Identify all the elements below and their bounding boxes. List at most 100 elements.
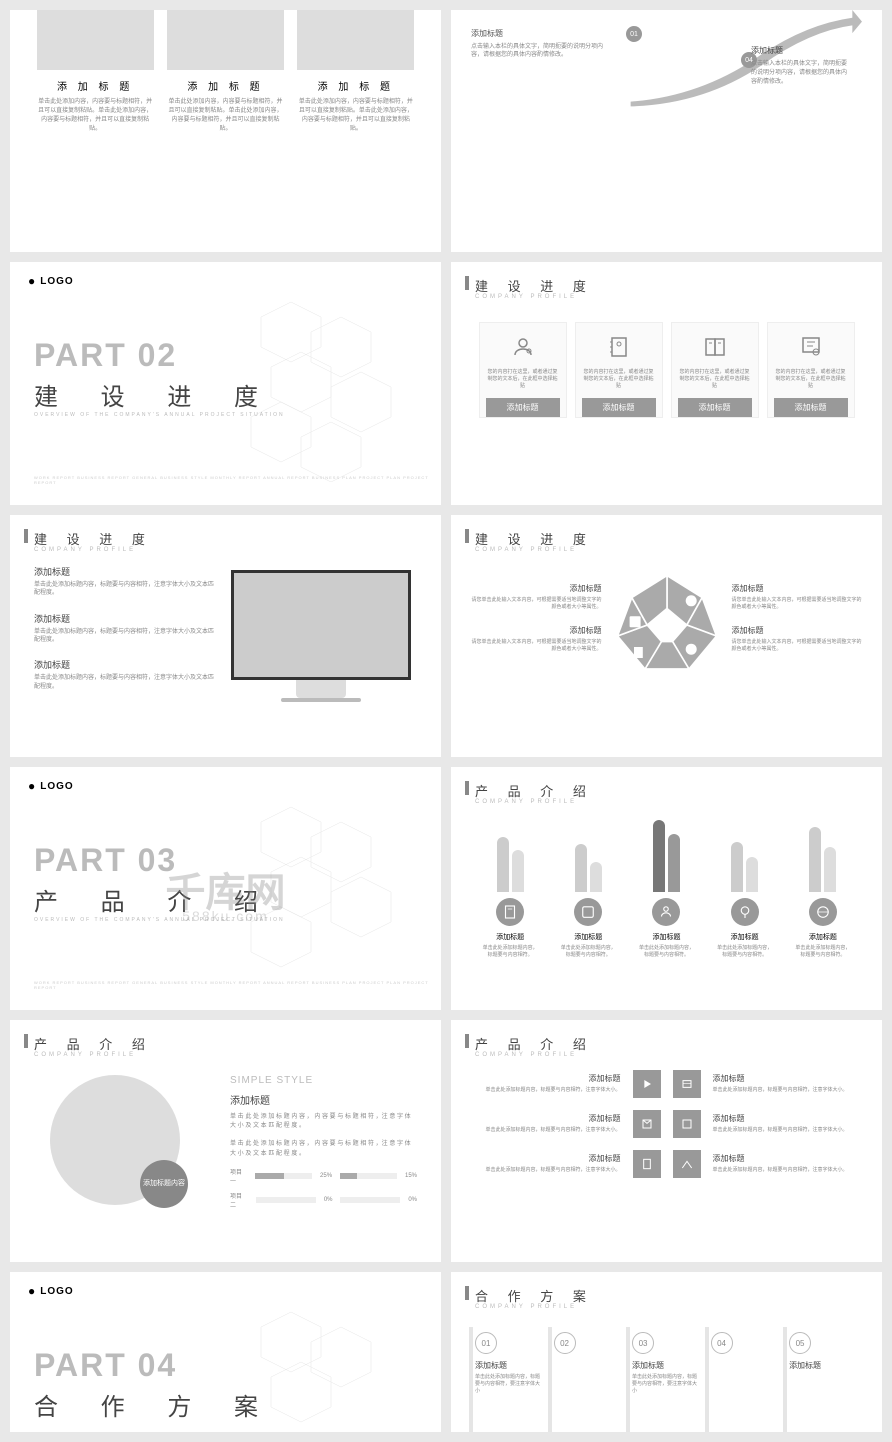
step-4: 05添加标题 [789, 1332, 858, 1395]
img-placeholder [167, 10, 284, 70]
section-title: 产 品 介 绍 [475, 781, 594, 800]
num: 03 [632, 1332, 654, 1354]
col-1: 添 加 标 题单击此处添加内容，内容要与标题相符，并且可以直接复制粘贴。单击此处… [37, 10, 154, 134]
item-3: 添加标题单击此处添加标题内容，标题要与内容相符，注意字体大小及文本匹配程度。 [34, 658, 214, 691]
progress-1: 项目一 25% 15% [230, 1167, 417, 1185]
title: 添加标题 [496, 932, 524, 942]
slide-timeline: 合 作 方 案 COMPANY PROFILE 01添加标题单击此处添加标题内容… [451, 1272, 882, 1432]
desc: 您的内容打在这里，或者通过复制您的文本后，在此框中选择粘贴 [774, 369, 848, 390]
num: 02 [554, 1332, 576, 1354]
title: 添加标题 [751, 45, 851, 56]
text-list: 添加标题单击此处添加标题内容，标题要与内容相符，注意字体大小及文本匹配程度。 添… [34, 565, 214, 705]
section-sub: COMPANY PROFILE [475, 1304, 577, 1310]
slide-three-images: 添 加 标 题单击此处添加内容，内容要与标题相符，并且可以直接复制粘贴。单击此处… [10, 10, 441, 252]
desc: 单击此处添加标题内容，标题要与内容相符，注意字体大小。 [713, 1087, 859, 1094]
title: 添加标题 [34, 658, 214, 671]
title: 添 加 标 题 [297, 78, 414, 93]
desc: 单击此处添加内容，内容要与标题相符，并且可以直接复制粘贴。单击此处添加内容，内容… [37, 98, 154, 134]
desc: 请您单击此处输入文本内容，可根据需要适当地调整文字的颜色或者大小等属性。 [732, 639, 863, 653]
desc: 您的内容打在这里，或者通过复制您的文本后，在此框中选择粘贴 [582, 369, 656, 390]
watermark-sub: 588ku.com [182, 908, 268, 924]
section-sub: COMPANY PROFILE [34, 1052, 136, 1058]
section-title: 产 品 介 绍 [475, 1034, 594, 1053]
title: 添加标题 [475, 1073, 621, 1084]
card-4: 您的内容打在这里，或者通过复制您的文本后，在此框中选择粘贴添加标题 [767, 322, 855, 418]
step-2: 03添加标题单击此处添加标题内容，标题要与内容相符，要注意字体大小 [632, 1332, 701, 1395]
bars-row: 添加标题单击此处添加标题内容，标题要与内容相符。添加标题单击此处添加标题内容，标… [471, 817, 862, 958]
item-r-1: 添加标题单击此处添加标题内容，标题要与内容相符，注意字体大小。 [713, 1113, 859, 1134]
desc: 单击此处添加标题内容，标题要与内容相符，注意字体大小。 [475, 1087, 621, 1094]
slide-part-04: LOGO PART 04 合 作 方 案 [10, 1272, 441, 1432]
val: 15% [405, 1173, 417, 1179]
slide-circle-image: 产 品 介 绍 COMPANY PROFILE 添加标题内容 SIMPLE ST… [10, 1020, 441, 1262]
title: 添加标题 [471, 625, 602, 636]
monitor-graphic [231, 570, 411, 702]
title: 添加标题 [34, 612, 214, 625]
desc: 单击此处添加标题内容，标题要与内容相符。 [795, 945, 851, 958]
title: 添加标题 [230, 1092, 417, 1107]
desc: 请您单击此处输入文本内容，可根据需要适当地调整文字的颜色或者大小等属性。 [732, 597, 863, 611]
title: 添加标题 [713, 1073, 859, 1084]
img-placeholder [37, 10, 154, 70]
val: 25% [320, 1173, 332, 1179]
desc: 单击此处添加标题内容，标题要与内容相符。 [638, 945, 694, 958]
slide-six-icons: 产 品 介 绍 COMPANY PROFILE 添加标题单击此处添加标题内容，标… [451, 1020, 882, 1262]
col-0: 添加标题单击此处添加标题内容，标题要与内容相符。 [482, 817, 538, 958]
val: 0% [408, 1197, 417, 1203]
slide-aperture: 建 设 进 度 COMPANY PROFILE 添加标题请您单击此处输入文本内容… [451, 515, 882, 757]
label: 项目一 [230, 1167, 247, 1185]
slide-monitor: 建 设 进 度 COMPANY PROFILE 添加标题单击此处添加标题内容，标… [10, 515, 441, 757]
desc: 单击此处添加标题内容，标题要与内容相符。 [560, 945, 616, 958]
col-3: 添加标题单击此处添加标题内容，标题要与内容相符。 [717, 817, 773, 958]
title: 添加标题 [486, 398, 560, 417]
cards-row: 您的内容打在这里，或者通过复制您的文本后，在此框中选择粘贴添加标题 您的内容打在… [471, 322, 862, 418]
desc: 点击输入本栏的具体文字，简明扼要的说明分项内容，请根据您的具体内容酌情修改。 [471, 43, 611, 60]
slide-grid: 添 加 标 题单击此处添加内容，内容要与标题相符，并且可以直接复制粘贴。单击此处… [0, 0, 892, 1442]
title-bar [24, 529, 28, 543]
card-3: 您的内容打在这里，或者通过复制您的文本后，在此框中选择粘贴添加标题 [671, 322, 759, 418]
title: 添加标题 [678, 398, 752, 417]
book-icon [703, 335, 727, 359]
icon [673, 1070, 701, 1098]
section-title: 建 设 进 度 [475, 529, 594, 548]
num: 01 [475, 1332, 497, 1354]
title: 添加标题 [731, 932, 759, 942]
desc: 单击此处添加标题内容，标题要与内容相符，注意字体大小。 [475, 1127, 621, 1134]
step-3: 04 [711, 1332, 780, 1395]
section-title: 产 品 介 绍 [34, 1034, 153, 1053]
icon-circle [496, 898, 524, 926]
title: 添加标题 [471, 583, 602, 594]
item-1: 添加标题单击此处添加标题内容，标题要与内容相符，注意字体大小及文本匹配程度。 [34, 565, 214, 598]
stand [296, 680, 346, 698]
desc: 单击此处添加标题内容，标题要与内容相符，要注意字体大小 [632, 1374, 701, 1395]
icon-circle [809, 898, 837, 926]
title: 添加标题 [713, 1113, 859, 1124]
label: 项目二 [230, 1191, 248, 1209]
title: 添加标题 [732, 583, 863, 594]
num: 05 [789, 1332, 811, 1354]
icon [633, 1110, 661, 1138]
title-bar [465, 529, 469, 543]
part-footer: WORK REPORT BUSINESS REPORT GENERAL BUSI… [34, 475, 441, 485]
val: 0% [324, 1197, 333, 1203]
icon [633, 1150, 661, 1178]
desc: 点击输入本栏的具体文字，简明扼要的说明分项内容，请根据您的具体内容酌情修改。 [751, 58, 851, 85]
desc: 请您单击此处输入文本内容，可根据需要适当地调整文字的颜色或者大小等属性。 [471, 639, 602, 653]
desc: 单击此处添加内容，内容要与标题相符，并且可以直接复制粘贴。单击此处添加内容，内容… [297, 98, 414, 134]
step-1: 02 [554, 1332, 623, 1395]
title-bar [465, 1286, 469, 1300]
desc: 单击此处添加标题内容，标题要与内容相符。 [717, 945, 773, 958]
title: 添加标题 [471, 28, 611, 39]
title: 添加标题 [475, 1153, 621, 1164]
desc: 您的内容打在这里，或者通过复制您的文本后，在此框中选择粘贴 [486, 369, 560, 390]
badge: 添加标题内容 [140, 1160, 188, 1208]
item-2: 添加标题单击此处添加标题内容，标题要与内容相符，注意字体大小及文本匹配程度。 [34, 612, 214, 645]
icon [633, 1070, 661, 1098]
section-sub: COMPANY PROFILE [475, 1052, 577, 1058]
item-2: 添加标题请您单击此处输入文本内容，可根据需要适当地调整文字的颜色或者大小等属性。 [471, 625, 602, 653]
col-2: 添加标题单击此处添加标题内容，标题要与内容相符。 [638, 817, 694, 958]
step-0: 01添加标题单击此处添加标题内容，标题要与内容相符，要注意字体大小 [475, 1332, 544, 1395]
section-sub: COMPANY PROFILE [34, 547, 136, 553]
item-r-0: 添加标题单击此处添加标题内容，标题要与内容相符，注意字体大小。 [713, 1073, 859, 1094]
progress-2: 项目二 0% 0% [230, 1191, 417, 1209]
